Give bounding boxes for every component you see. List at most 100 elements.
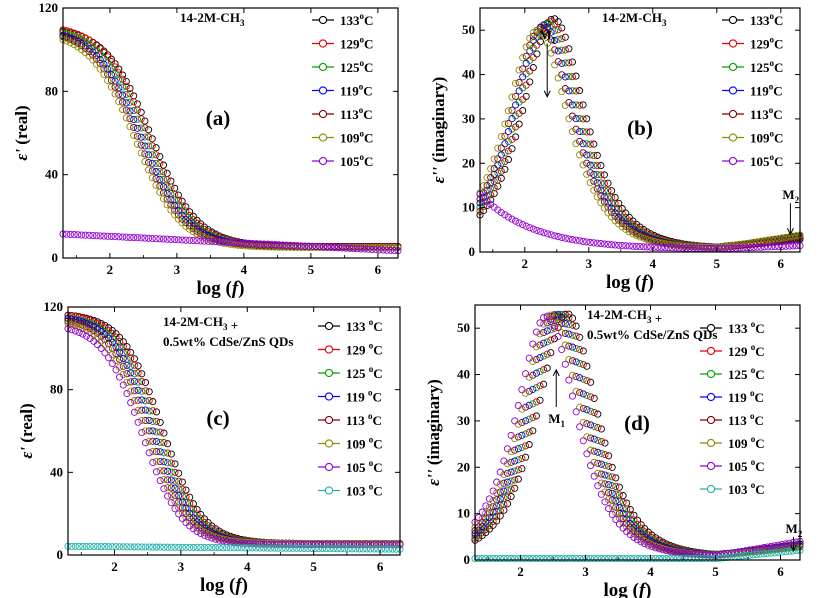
data-point: [561, 320, 569, 328]
plot-frame: [479, 7, 801, 253]
data-point: [263, 544, 271, 552]
data-point: [518, 386, 526, 394]
data-point: [197, 529, 205, 538]
data-point: [167, 206, 175, 214]
data-point: [193, 230, 201, 238]
data-point: [289, 544, 297, 552]
data-point: [193, 527, 201, 535]
legend-label: 119oC: [340, 82, 373, 99]
data-point: [116, 355, 124, 364]
data-point: [107, 83, 115, 91]
data-point: [152, 235, 160, 243]
data-point: [186, 514, 194, 522]
data-point: [81, 34, 89, 42]
data-point: [572, 87, 580, 95]
data-point: [529, 225, 537, 233]
data-point: [529, 385, 537, 393]
data-point: [133, 140, 141, 148]
data-point: [111, 70, 119, 78]
data-point: [482, 518, 490, 526]
data-point: [241, 544, 249, 552]
data-point: [141, 439, 150, 447]
y-tick-label: 40: [462, 67, 475, 82]
data-point: [576, 423, 584, 431]
data-point: [664, 244, 672, 252]
data-point: [349, 244, 357, 253]
data-point: [130, 387, 138, 395]
data-point: [764, 243, 772, 251]
data-point: [478, 519, 486, 527]
data-point: [487, 165, 495, 173]
data-point: [171, 201, 179, 210]
data-point: [731, 548, 739, 556]
x-tick-label: 2: [517, 564, 524, 579]
data-point: [92, 232, 101, 240]
data-point: [529, 555, 537, 563]
data-point: [307, 544, 316, 552]
data-point: [721, 242, 729, 251]
data-point: [149, 437, 157, 445]
data-point: [316, 243, 324, 251]
data-point: [767, 549, 775, 557]
data-point: [522, 52, 530, 60]
data-point: [381, 545, 389, 553]
data-point: [127, 378, 135, 386]
data-point: [533, 226, 541, 234]
data-point: [487, 174, 495, 182]
data-point: [223, 238, 231, 246]
data-point: [550, 313, 558, 321]
data-point: [171, 460, 179, 468]
data-point: [785, 233, 793, 241]
data-point: [496, 512, 504, 520]
data-point: [677, 549, 685, 557]
data-point: [743, 244, 751, 252]
data-point: [586, 151, 594, 159]
legend-label: 105oC: [340, 152, 373, 169]
data-point: [551, 36, 559, 44]
y-tick-label: 0: [464, 552, 471, 567]
data-point: [263, 540, 271, 548]
data-point: [212, 535, 220, 543]
data-point: [593, 162, 601, 170]
data-point: [189, 543, 197, 551]
data-point: [590, 177, 598, 185]
data-point: [333, 545, 341, 553]
data-point: [130, 115, 138, 124]
data-point: [753, 238, 761, 246]
data-point: [561, 555, 569, 563]
data-point: [544, 19, 552, 27]
data-point: [727, 549, 735, 557]
annotation-label: M2: [786, 521, 803, 539]
data-point: [182, 504, 190, 512]
data-point: [529, 427, 537, 435]
data-point: [490, 165, 498, 173]
data-point: [178, 498, 186, 506]
data-point: [767, 542, 775, 550]
data-point: [485, 513, 493, 522]
data-point: [590, 140, 598, 148]
data-point: [568, 555, 577, 563]
data-point: [116, 343, 124, 352]
data-point: [208, 534, 216, 542]
data-point: [66, 35, 74, 44]
data-point: [178, 236, 186, 244]
data-point: [518, 418, 526, 427]
data-point: [622, 209, 630, 217]
data-point: [551, 20, 559, 28]
y-tick-label: 30: [457, 413, 470, 428]
data-point: [604, 240, 612, 248]
data-point: [572, 387, 580, 395]
data-point: [529, 29, 537, 37]
data-point: [79, 542, 87, 550]
legend-marker: [728, 15, 738, 25]
data-point: [511, 457, 519, 465]
data-point: [565, 314, 573, 322]
data-point: [565, 235, 573, 243]
data-point: [152, 448, 161, 456]
data-point: [623, 510, 631, 518]
data-point: [493, 496, 501, 504]
data-point: [601, 439, 609, 447]
data-point: [572, 408, 580, 416]
legend-label: 125 oC: [728, 365, 765, 382]
data-point: [501, 132, 509, 140]
